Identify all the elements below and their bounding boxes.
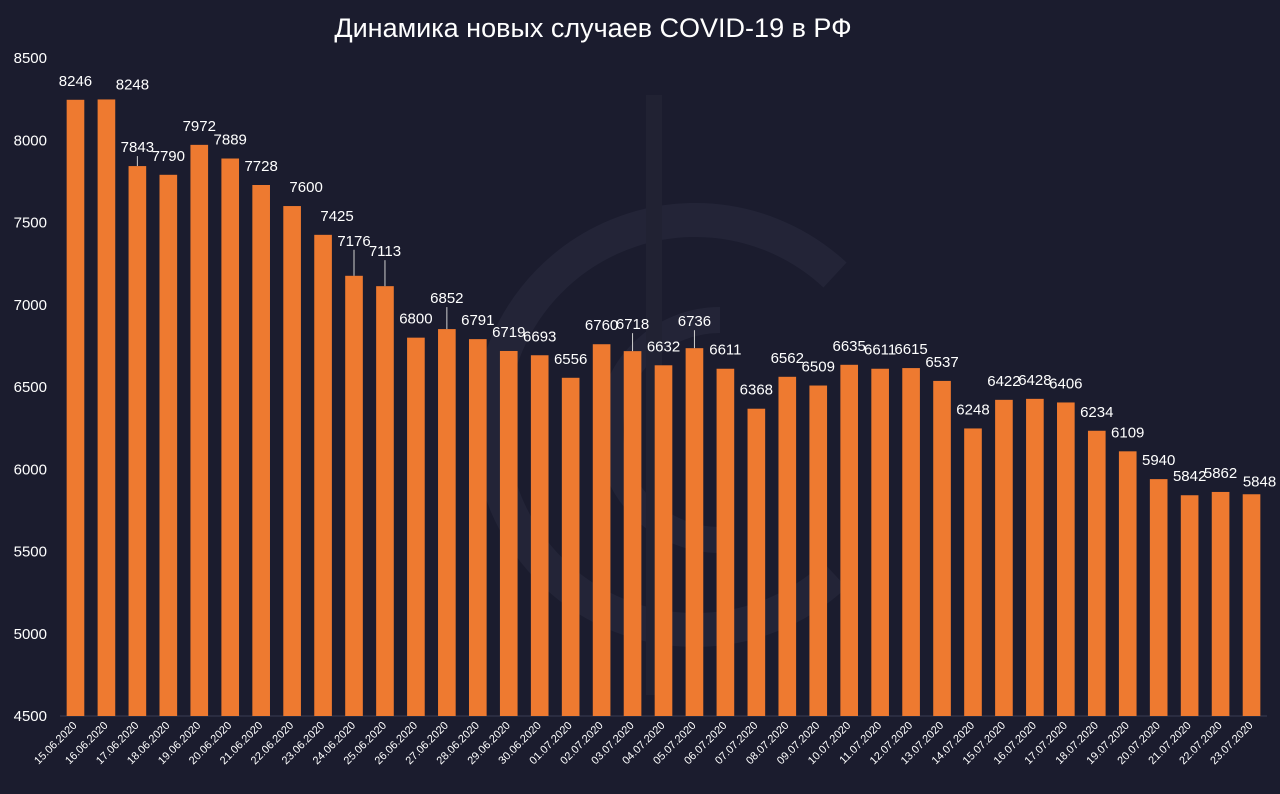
y-tick-label: 7500 [14, 215, 47, 232]
data-label: 6562 [771, 350, 804, 367]
data-label: 6852 [430, 290, 463, 307]
bar [840, 364, 859, 716]
data-label: 7113 [369, 243, 401, 260]
bar [654, 365, 673, 716]
data-label: 7176 [337, 233, 370, 250]
bar [530, 355, 549, 716]
bar [1026, 398, 1044, 716]
bar [190, 144, 209, 716]
data-label: 7790 [152, 148, 185, 165]
data-label: 7600 [289, 179, 322, 196]
data-label: 6406 [1049, 375, 1082, 392]
data-label: 7843 [121, 139, 154, 156]
chart-title: Динамика новых случаев COVID-19 в РФ [334, 13, 851, 43]
bar [221, 158, 240, 716]
bar [66, 99, 85, 716]
y-tick-label: 8000 [14, 132, 47, 149]
y-tick-label: 4500 [14, 708, 47, 725]
bar [1118, 451, 1137, 716]
bar [995, 399, 1013, 716]
bars-group [66, 99, 1261, 717]
bar [468, 339, 487, 716]
bar [809, 385, 828, 716]
bar [1087, 430, 1106, 716]
bar [716, 368, 735, 716]
x-axis: 15.06.202016.06.202017.06.202018.06.2020… [32, 720, 1255, 767]
bar [561, 377, 580, 716]
data-label: 7972 [183, 118, 216, 135]
bar [685, 348, 704, 716]
data-label: 6800 [399, 311, 432, 328]
y-tick-label: 5000 [14, 626, 47, 643]
y-tick-label: 5500 [14, 544, 47, 561]
data-label: 6693 [523, 328, 556, 345]
bar [871, 368, 889, 716]
data-label: 5862 [1204, 465, 1237, 482]
data-label: 6109 [1111, 424, 1144, 441]
y-tick-label: 8500 [14, 50, 47, 67]
data-label: 6556 [554, 351, 587, 368]
data-label: 6760 [585, 317, 618, 334]
bar [345, 275, 363, 716]
data-label: 6537 [925, 354, 958, 371]
data-label: 6509 [802, 359, 835, 376]
data-label: 6736 [678, 313, 711, 330]
data-label: 6615 [894, 341, 927, 358]
data-label: 5842 [1173, 468, 1206, 485]
bar [376, 286, 394, 716]
bar [407, 337, 425, 716]
bar [159, 174, 178, 717]
data-label: 6234 [1080, 404, 1113, 421]
data-label: 6368 [740, 382, 773, 399]
bar [902, 368, 920, 716]
data-label: 6791 [461, 312, 494, 329]
bar [128, 166, 147, 716]
bar [1149, 479, 1168, 716]
bar [592, 344, 611, 716]
data-label: 6635 [833, 338, 866, 355]
bar [778, 376, 797, 716]
data-label: 5940 [1142, 452, 1175, 469]
data-label: 6719 [492, 324, 525, 341]
data-label: 8248 [116, 76, 149, 93]
data-label: 6422 [987, 373, 1020, 390]
bar [438, 329, 456, 716]
bar [623, 351, 642, 716]
bar [1180, 495, 1199, 716]
data-label: 8246 [59, 73, 92, 90]
data-label: 6718 [616, 316, 649, 333]
data-label: 7728 [244, 158, 277, 175]
data-label: 5848 [1243, 473, 1276, 490]
data-label: 6611 [864, 342, 896, 359]
bar [1057, 402, 1075, 716]
data-label: 6248 [956, 401, 989, 418]
data-label: 7889 [214, 132, 247, 149]
bar [1242, 494, 1261, 716]
data-label: 6632 [647, 338, 680, 355]
bar [283, 206, 301, 717]
bar [933, 380, 951, 716]
y-tick-label: 6000 [14, 461, 47, 478]
bar [747, 408, 766, 716]
bar [314, 234, 332, 716]
y-axis: 4500 5000 5500 6000 6500 7000 7500 8000 8500 [14, 50, 1267, 725]
y-tick-label: 6500 [14, 379, 47, 396]
data-label: 6611 [709, 342, 741, 359]
bar [1211, 491, 1230, 716]
bar [499, 350, 518, 716]
data-label: 6428 [1018, 372, 1051, 389]
bar [964, 428, 982, 716]
y-tick-label: 7000 [14, 297, 47, 314]
data-label: 7425 [320, 208, 353, 225]
bar [252, 184, 270, 716]
bar [97, 99, 116, 717]
